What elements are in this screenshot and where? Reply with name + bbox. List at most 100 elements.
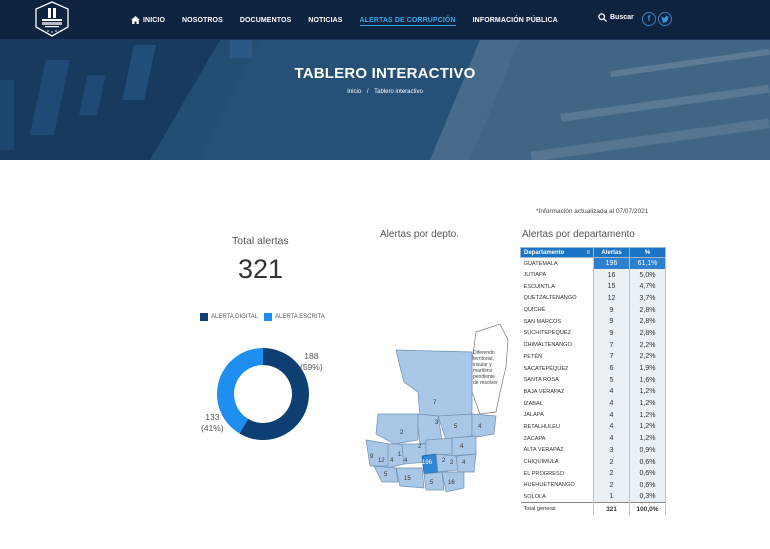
column-header-department[interactable]: Departamento ≡ [520, 247, 594, 258]
table-row[interactable]: Retalhuleu 4 1,2% [520, 421, 666, 433]
column-header-percent[interactable]: % [629, 247, 666, 258]
nav-item-nosotros[interactable]: NOSOTROS [182, 0, 223, 40]
donut-slice-digital[interactable] [239, 348, 309, 440]
cell-percent: 0,3% [629, 491, 666, 503]
nav-item-informacion-publica[interactable]: INFORMACIÓN PÚBLICA [473, 0, 558, 40]
map-label: 3 [435, 420, 439, 426]
map-label: 15 [404, 476, 411, 482]
legend-item-digital[interactable]: ALERTA DIGITAL [200, 313, 258, 321]
nav-item-inicio[interactable]: INICIO [131, 0, 165, 40]
cell-percent: 2,8% [629, 304, 666, 316]
map-region-chiquimula[interactable] [455, 453, 477, 473]
cell-percent: 0,9% [629, 444, 666, 457]
nav-item-label: INICIO [143, 16, 165, 24]
facebook-icon[interactable]: f [642, 12, 656, 26]
cell-alerts: 7 [593, 339, 630, 351]
top-navbar: INICIO NOSOTROS DOCUMENTOS NOTICIAS ALER… [0, 0, 770, 40]
cell-alerts: 15 [593, 280, 630, 293]
table-row[interactable]: Huehuetenango 2 0,6% [520, 479, 666, 492]
map-label: 2 [450, 460, 454, 466]
cell-total-percent: 100,0% [629, 502, 666, 515]
guatemala-department-map: 7 3 5 2 2 4 12 4 4 16 196 2 4 9 15 5 5 1… [365, 323, 509, 493]
table-row[interactable]: Baja Verapaz 4 1,2% [520, 386, 666, 398]
cell-percent: 5,0% [629, 269, 666, 281]
table-row[interactable]: Quiché 9 2,8% [520, 304, 666, 316]
table-row[interactable]: Quetzaltenango 12 3,7% [520, 292, 666, 305]
cell-alerts: 2 [593, 467, 630, 480]
cell-percent: 2,8% [629, 327, 666, 340]
cell-percent: 1,9% [629, 362, 666, 375]
cell-percent: 0,6% [629, 479, 666, 492]
sort-icon[interactable]: ≡ [586, 249, 590, 256]
cell-percent: 2,2% [629, 339, 666, 351]
table-row[interactable]: Chimaltenango 7 2,2% [520, 339, 666, 351]
column-header-alerts[interactable]: Alertas [593, 247, 630, 258]
column-header-label: Departamento [524, 249, 565, 256]
donut-label-escrita: 133 (41%) [201, 412, 224, 434]
cell-percent: 2,2% [629, 351, 666, 363]
table-row[interactable]: Sacatepéquez 6 1,9% [520, 362, 666, 375]
map-region-jalapa[interactable] [435, 453, 459, 473]
table-row[interactable]: Guatemala 196 61,1% [520, 257, 666, 270]
table-row[interactable]: Chiquimula 2 0,6% [520, 456, 666, 468]
table-row[interactable]: Santa Rosa 5 1,6% [520, 374, 666, 387]
map-region-baja-verapaz[interactable] [425, 437, 453, 457]
map-region-zacapa[interactable] [451, 435, 477, 457]
table-total-row: Total general 321 100,0% [520, 502, 666, 515]
table-row[interactable]: Suchitepéquez 9 2,8% [520, 327, 666, 340]
map-label: 196 [422, 460, 433, 466]
donut-pct-escrita: (41%) [201, 423, 224, 433]
map-region-jutiapa[interactable] [441, 471, 465, 493]
nav-item-label: INFORMACIÓN PÚBLICA [472, 16, 558, 24]
cell-alerts: 2 [593, 456, 630, 468]
map-label: 4 [460, 444, 464, 450]
breadcrumb-current: Tablero interactivo [374, 89, 423, 95]
donut-label-digital: 188 (59%) [300, 351, 323, 373]
nav-item-documentos[interactable]: DOCUMENTOS [240, 0, 291, 40]
cell-department: Chiquimula [520, 456, 594, 468]
cell-alerts: 12 [593, 292, 630, 305]
map-region-huehuetenango[interactable] [375, 413, 419, 445]
cell-department: Zacapa [520, 432, 594, 445]
breadcrumb-home-link[interactable]: Inicio [347, 89, 362, 95]
map-region-peten[interactable] [395, 349, 473, 419]
legend-item-escrita[interactable]: ALERTA ESCRITA [264, 313, 325, 321]
table-row[interactable]: Petén 7 2,2% [520, 351, 666, 363]
map-region-izabal[interactable] [471, 413, 497, 439]
map-region-santa-rosa[interactable] [423, 471, 445, 491]
map-region-retalhuleu[interactable] [373, 465, 399, 483]
site-logo[interactable] [33, 1, 71, 37]
cell-alerts: 1 [593, 491, 630, 503]
table-row[interactable]: Alta Verapaz 3 0,9% [520, 444, 666, 457]
cell-department: Quiché [520, 304, 594, 316]
table-row[interactable]: Izabal 4 1,2% [520, 397, 666, 410]
nav-item-noticias[interactable]: NOTICIAS [308, 0, 342, 40]
donut-value-escrita: 133 [205, 412, 220, 422]
hero-background-image [0, 40, 770, 160]
map-region-quetzaltenango[interactable] [387, 443, 405, 469]
map-region-escuintla[interactable] [395, 467, 425, 489]
cell-alerts: 4 [593, 386, 630, 398]
table-row[interactable]: Sololá 1 0,3% [520, 491, 666, 503]
legend-label: ALERTA DIGITAL [211, 314, 259, 320]
cell-department: Escuintla [520, 280, 594, 293]
search-button[interactable]: Buscar [598, 13, 634, 22]
table-row[interactable]: Zacapa 4 1,2% [520, 432, 666, 445]
cell-department: San Marcos [520, 315, 594, 328]
cell-department: Huehuetenango [520, 479, 594, 492]
cell-department: Baja Verapaz [520, 386, 594, 398]
table-row[interactable]: Escuintla 15 4,7% [520, 280, 666, 293]
cell-department: El Progreso [520, 467, 594, 480]
table-row[interactable]: Jalapa 4 1,2% [520, 409, 666, 422]
map-label: 12 [378, 458, 385, 464]
donut-slice-escrita[interactable] [216, 348, 263, 434]
table-row[interactable]: Jutiapa 16 5,0% [520, 269, 666, 281]
map-label: 1 [398, 452, 402, 458]
cell-percent: 2,8% [629, 315, 666, 328]
cell-percent: 1,2% [629, 386, 666, 398]
table-row[interactable]: El Progreso 2 0,6% [520, 467, 666, 480]
twitter-icon[interactable] [658, 12, 672, 26]
cell-alerts: 9 [593, 327, 630, 340]
table-row[interactable]: San Marcos 9 2,8% [520, 315, 666, 328]
nav-item-alertas-de-corrupcion[interactable]: ALERTAS DE CORRUPCIÓN [359, 0, 456, 40]
